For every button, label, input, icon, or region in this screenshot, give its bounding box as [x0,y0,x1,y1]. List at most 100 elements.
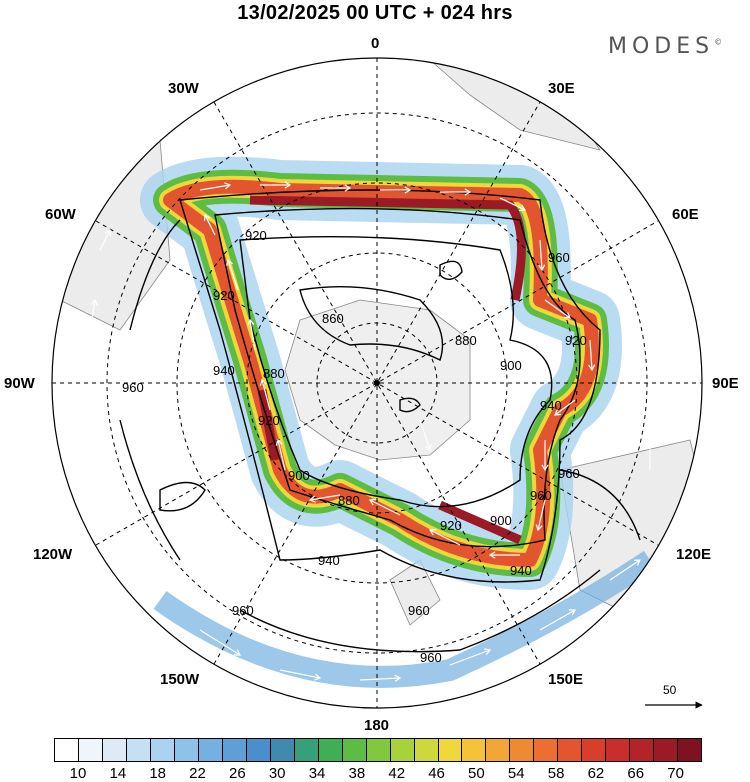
wind-vector [199,184,231,191]
wind-vector-head [568,609,577,616]
colorbar-cell [246,739,271,761]
wind-vector [299,109,331,116]
contour-label: 940 [510,563,532,578]
wind-vector-head [428,528,437,536]
wind-vector [629,269,641,301]
wind-vector [227,259,239,291]
wind-vector [99,229,111,251]
colorbar-cell [678,739,702,761]
wind-vector-head [563,312,571,319]
contour-labels: 860 880 880 880 900 900 900 920 920 920 … [122,228,587,665]
contour-label: 960 [530,488,552,503]
chart-title: 13/02/2025 00 UTC + 024 hrs [237,2,513,24]
wind-vector-head [85,444,93,452]
wind-vector-head [247,318,255,326]
contour-label: 920 [258,413,280,428]
colorbar-cell [582,739,607,761]
wind-vector-head [628,268,635,276]
wind-vector [204,214,216,236]
wind-vector-head [425,444,432,452]
brand-name: MODES [608,34,715,59]
colorbar-cell [294,739,319,761]
colorbar-cell [486,739,511,761]
colorbar-cell [654,739,679,761]
wind-vector [89,299,96,331]
brand-logo: MODES© [608,34,722,59]
wind-vector [369,499,401,516]
colorbar-label: 18 [149,765,167,782]
wind-vector [429,529,461,546]
wind-vector [84,419,91,451]
colorbar-cell [342,739,367,761]
contour-label: 960 [420,650,442,665]
contour-label: 960 [558,466,580,481]
wind-vector-head [646,438,654,446]
colorbar-label: 30 [268,765,286,782]
contour-label: 880 [455,333,477,348]
colorbar-label: 58 [547,765,565,782]
colorbar-label: 34 [308,765,326,782]
wind-vector [439,111,471,121]
contour-label: 900 [500,358,522,373]
wind-vector-head [224,182,232,190]
wind-vector [261,379,271,411]
wind-vector-head [284,181,292,189]
wind-vector-head [338,289,346,296]
wind-vector [589,339,593,371]
wind-vector-head [394,674,402,682]
colorbar-label: 62 [587,765,605,782]
lon-label-150w: 150W [160,671,200,688]
contour-label: 940 [540,398,562,413]
land-new-zealand [389,559,441,626]
colorbar-cell [270,739,295,761]
colorbar-label: 50 [468,765,485,782]
wind-vector [329,289,346,301]
colorbar-label: 26 [229,765,246,782]
contour-label: 900 [490,513,512,528]
colorbar-cell [198,739,223,761]
contour-label: 960 [408,603,430,618]
copyright-mark: © [714,37,723,47]
lon-label-150e: 150E [548,671,584,688]
map-boundary [51,57,703,709]
contour-label: 880 [263,366,285,381]
wind-vector [539,609,576,631]
colorbar-cell [630,739,655,761]
contour-label: 960 [232,603,254,618]
lon-label-30w: 30W [168,80,199,97]
wind-vector [277,439,286,471]
wind-vector-head [298,110,306,118]
contour-label: 960 [548,250,570,265]
wind-vector-head [259,378,267,386]
wind-vector-head [554,409,562,416]
colorbar-cell [174,739,199,761]
contour-label: 920 [213,288,235,303]
colorbar-cell [510,739,535,761]
wind-vector-head [541,464,549,472]
wind-vector-head [314,673,322,681]
south-pole-marker [374,380,380,386]
wind-vector [249,319,256,351]
colorbar-cell [534,739,559,761]
wind-vector-head [488,551,496,559]
wind-vector-head [438,109,446,117]
contour-label: 860 [322,311,344,326]
contour-label: 920 [245,228,267,243]
contour-label: 920 [440,518,462,533]
colorbar-label: 10 [69,765,87,782]
contour-label: 940 [318,553,340,568]
colorbar-cell [55,739,79,761]
map-disk: 860 880 880 880 900 900 900 920 920 920 … [52,58,702,708]
wind-vector-head [203,213,211,222]
wind-vector [499,197,526,211]
colorbar-cell [462,739,487,761]
colorbar-label: 54 [507,765,525,782]
lon-label-120e: 120E [676,546,712,563]
colorbar-cell [606,739,631,761]
wind-vector-head [275,438,283,446]
wind-vector [129,559,161,591]
wind-vector-head [588,364,596,372]
wind-vector [279,669,321,679]
wind-vector [579,159,601,181]
wind-vector-head [226,258,233,266]
